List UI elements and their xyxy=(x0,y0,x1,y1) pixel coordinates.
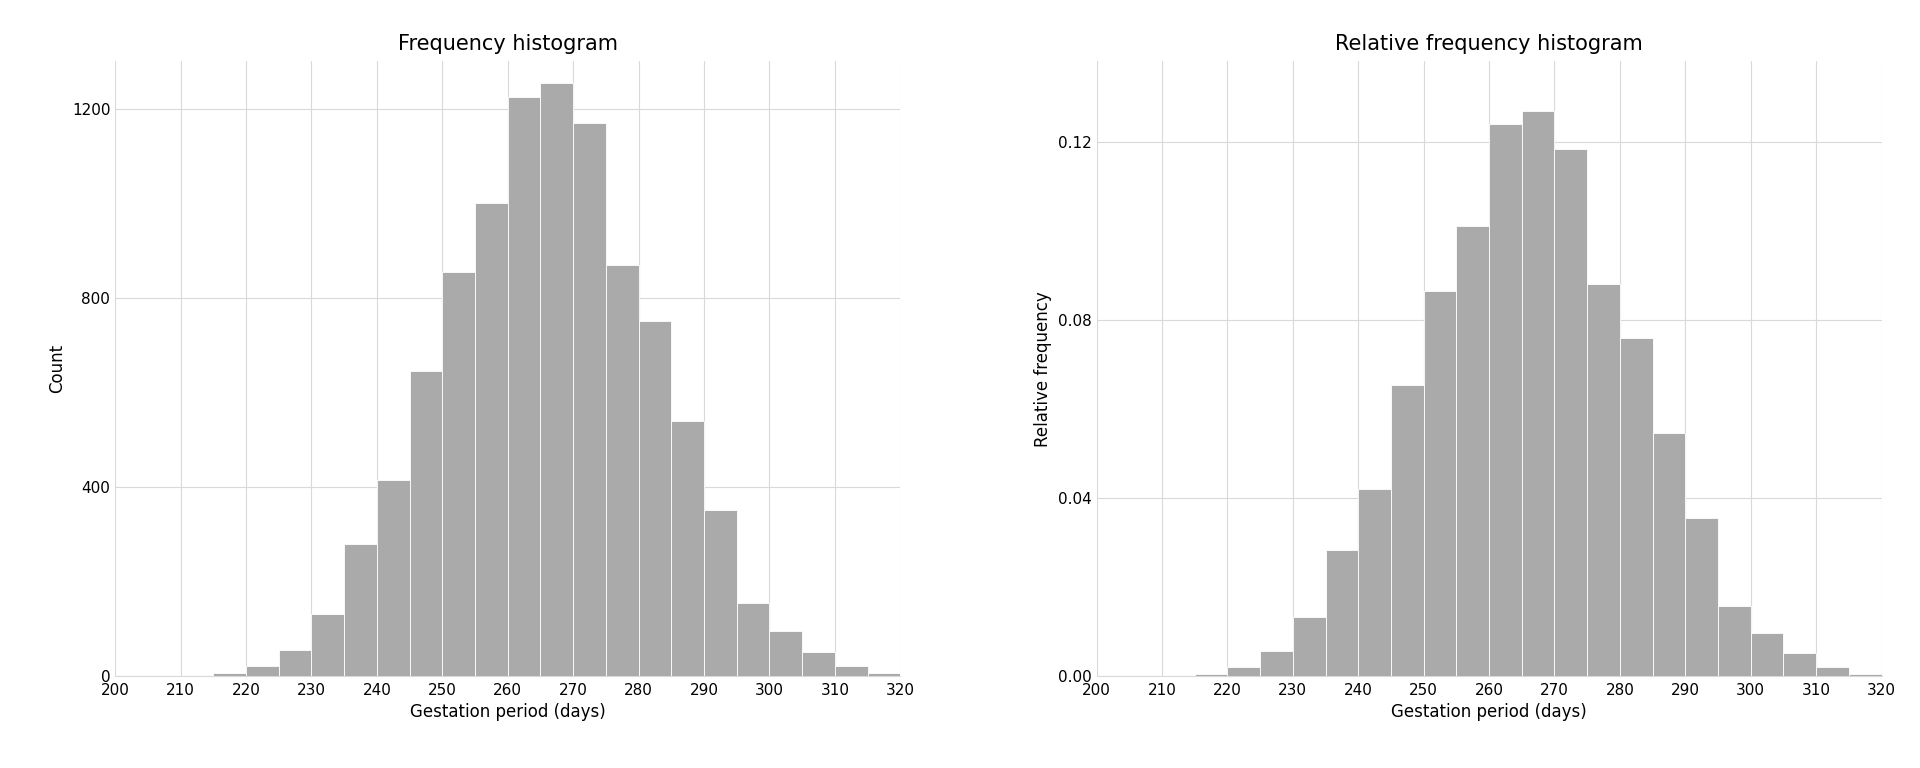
Bar xyxy=(1718,606,1751,676)
Bar xyxy=(1490,124,1523,676)
Bar xyxy=(311,614,344,676)
Bar xyxy=(737,603,770,676)
X-axis label: Gestation period (days): Gestation period (days) xyxy=(409,703,605,721)
Title: Relative frequency histogram: Relative frequency histogram xyxy=(1334,35,1644,55)
Bar xyxy=(1816,667,1849,676)
Bar xyxy=(1784,654,1816,676)
Bar xyxy=(376,480,409,676)
Bar xyxy=(1620,338,1653,676)
Bar xyxy=(607,265,639,676)
Bar xyxy=(1588,284,1620,676)
Bar xyxy=(868,674,900,676)
Bar xyxy=(1751,633,1784,676)
Bar xyxy=(1357,489,1390,676)
X-axis label: Gestation period (days): Gestation period (days) xyxy=(1392,703,1588,721)
Bar xyxy=(507,97,540,676)
Bar xyxy=(246,667,278,676)
Bar xyxy=(835,667,868,676)
Bar xyxy=(1194,674,1227,676)
Bar xyxy=(1849,674,1882,676)
Bar xyxy=(1555,149,1588,676)
Bar xyxy=(540,83,574,676)
Bar xyxy=(1457,226,1490,676)
Bar xyxy=(639,321,672,676)
Bar xyxy=(278,650,311,676)
Bar xyxy=(344,544,376,676)
Bar xyxy=(1686,518,1718,676)
Bar xyxy=(442,272,474,676)
Bar xyxy=(1227,667,1260,676)
Bar xyxy=(213,674,246,676)
Y-axis label: Count: Count xyxy=(48,344,67,393)
Bar xyxy=(1423,291,1457,676)
Bar xyxy=(409,371,442,676)
Bar xyxy=(1260,651,1292,676)
Bar xyxy=(770,631,803,676)
Y-axis label: Relative frequency: Relative frequency xyxy=(1035,291,1052,446)
Bar xyxy=(672,421,705,676)
Bar xyxy=(705,511,737,676)
Bar xyxy=(1653,432,1686,676)
Bar xyxy=(1390,386,1423,676)
Title: Frequency histogram: Frequency histogram xyxy=(397,35,618,55)
Bar xyxy=(574,123,607,676)
Bar xyxy=(1523,111,1555,676)
Bar xyxy=(1325,550,1357,676)
Bar xyxy=(474,204,507,676)
Bar xyxy=(803,652,835,676)
Bar xyxy=(1292,617,1325,676)
